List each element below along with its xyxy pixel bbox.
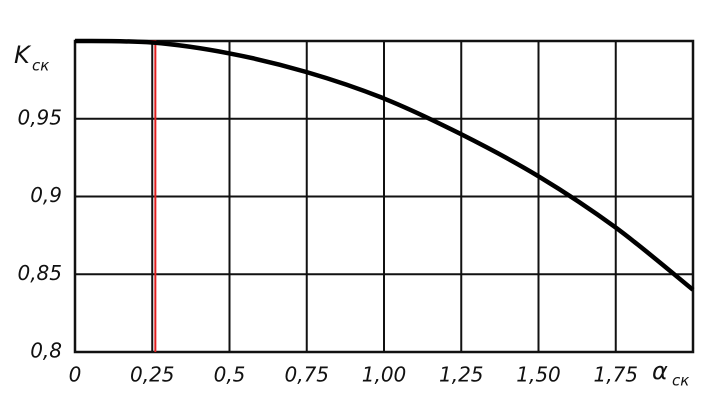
x-tick-label: 0,25 [130,363,175,387]
curve [74,38,695,292]
x-tick-label: 0,5 [214,363,246,387]
y-tick-label: 0,9 [30,183,62,207]
x-tick-label: 1,75 [593,363,638,387]
x-tick-label: 0,75 [284,363,329,387]
y-tick-label: 0,95 [17,105,62,129]
y-axis-label: K [14,41,32,69]
x-tick-label: 1,50 [516,363,561,387]
y-tick-label: 0,85 [17,261,62,285]
x-tick-label: 1,25 [439,363,484,387]
plot-frame [73,39,695,354]
x-axis-label: α [652,357,668,385]
y-axis-label-sub: ск [32,57,49,75]
y-tick-label: 0,8 [30,339,62,363]
x-tick-label: 0 [69,363,82,387]
x-tick-label: 1,00 [362,363,407,387]
x-axis-label-sub: ск [672,372,689,390]
